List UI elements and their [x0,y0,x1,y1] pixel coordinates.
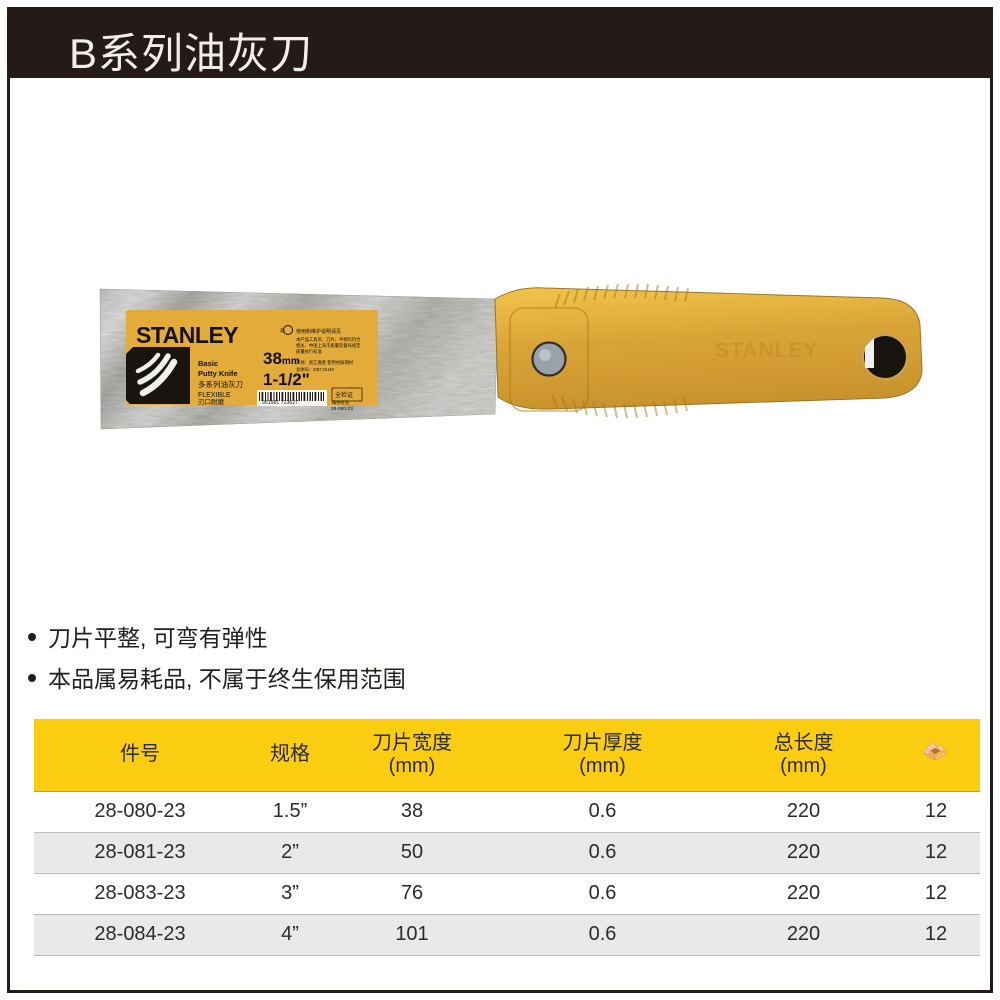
svg-text:总体码：GB7.DH40: 总体码：GB7.DH40 [296,366,335,373]
svg-text:质量执行标准: 质量执行标准 [296,348,322,355]
svg-text:STANLEY: STANLEY [715,339,818,362]
svg-text:STANLEY: STANLEY [136,322,238,348]
svg-text:Putty Knife: Putty Knife [198,369,238,378]
svg-text:刃口耐磨: 刃口耐磨 [198,397,225,406]
svg-text:产地：浙江嘉善 使用材质钢材: 产地：浙江嘉善 使用材质钢材 [296,359,354,366]
svg-text:全检证: 全检证 [335,391,353,399]
svg-text:相关、中国上海市质量监督局规定: 相关、中国上海市质量监督局规定 [296,342,361,349]
svg-text:28-080-23: 28-080-23 [331,406,353,412]
svg-text:FLEXIBLE: FLEXIBLE [198,392,231,399]
svg-text:本产品工具夹、刀片、手柄均符合: 本产品工具夹、刀片、手柄均符合 [296,336,361,343]
svg-text:使用和维护说明请见: 使用和维护说明请见 [296,328,341,335]
svg-text:1-1/2": 1-1/2" [263,370,310,389]
svg-text:多系列油灰刀: 多系列油灰刀 [198,379,243,389]
svg-text:951981 723627: 951981 723627 [262,400,298,406]
svg-text:Basic: Basic [198,359,218,368]
svg-text:精密检测: 精密检测 [332,399,349,406]
